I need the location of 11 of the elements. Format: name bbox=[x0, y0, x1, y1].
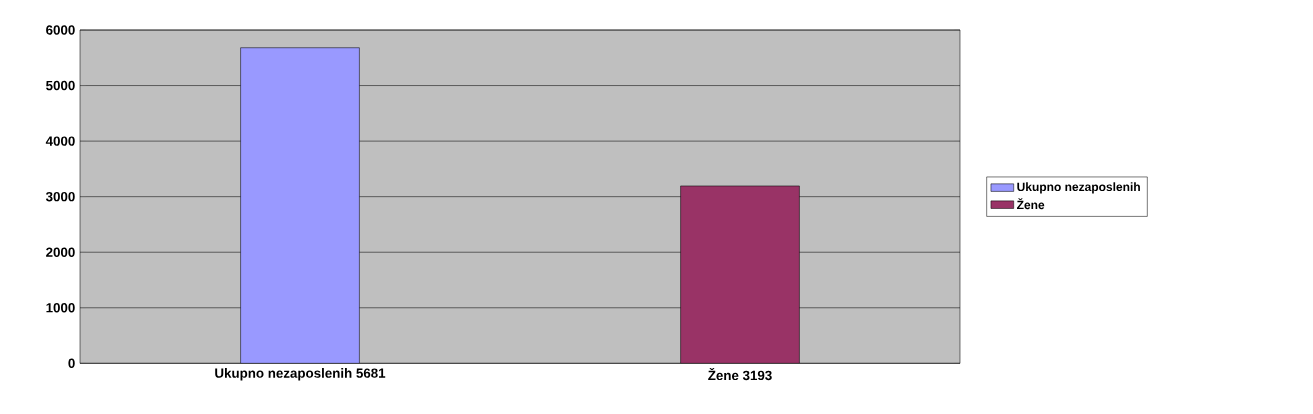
y-tick-label: 2000 bbox=[46, 247, 75, 257]
y-tick-label: 0 bbox=[68, 358, 75, 369]
x-tick-label: Žene 3193 bbox=[708, 368, 772, 381]
y-tick-label: 6000 bbox=[46, 25, 75, 35]
y-tick-label: 4000 bbox=[45, 136, 75, 146]
y-tick-label: 5000 bbox=[46, 80, 75, 91]
legend-label: Ukupno nezaposlenih bbox=[1017, 182, 1140, 194]
y-tick-label: 3000 bbox=[45, 191, 75, 202]
x-tick-label: Ukupno nezaposlenih 5681 bbox=[215, 368, 386, 381]
y-tick-label: 1000 bbox=[46, 303, 75, 313]
legend-label: Žene bbox=[1016, 198, 1045, 210]
